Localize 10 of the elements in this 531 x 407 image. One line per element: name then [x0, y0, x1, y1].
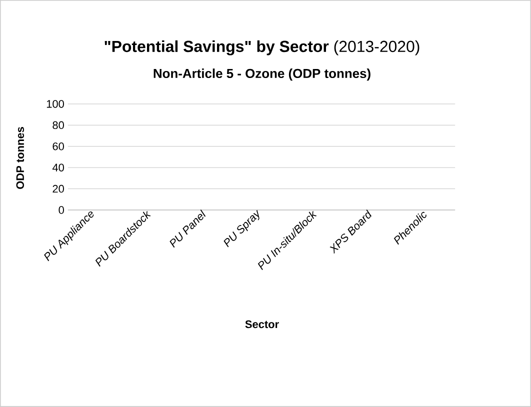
y-tick-label: 80	[52, 121, 64, 130]
chart-title: "Potential Savings" by Sector (2013-2020)	[104, 40, 420, 56]
y-axis-title: ODP tonnes	[16, 127, 24, 189]
x-axis-title: Sector	[245, 320, 279, 328]
y-tick-label: 0	[58, 206, 64, 214]
y-tick-label: 60	[52, 142, 64, 150]
y-tick-label: 40	[52, 164, 64, 172]
chart-subtitle: Non-Article 5 - Ozone (ODP tonnes)	[154, 68, 370, 81]
y-tick-label: 100	[46, 100, 64, 108]
y-tick-label: 20	[52, 184, 64, 193]
